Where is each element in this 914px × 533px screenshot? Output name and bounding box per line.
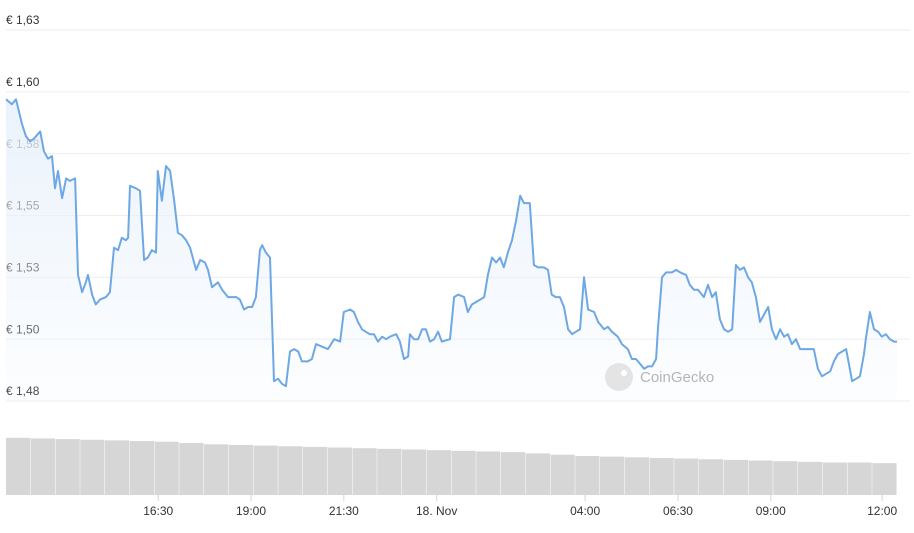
volume-bar <box>550 454 575 495</box>
volume-bar <box>6 437 31 495</box>
volume-bar <box>80 439 105 495</box>
x-tick-label: 21:30 <box>329 504 359 518</box>
volume-bar <box>154 441 179 495</box>
volume-bar <box>278 446 303 495</box>
x-tick-label: 16:30 <box>143 504 173 518</box>
volume-bar <box>253 445 278 495</box>
volume-bar <box>649 457 674 495</box>
volume-bar <box>179 443 204 495</box>
price-area <box>6 99 897 402</box>
volume-bar <box>204 444 229 495</box>
volume-bar <box>30 438 55 495</box>
x-tick-label: 18. Nov <box>416 504 457 518</box>
watermark: CoinGecko <box>605 363 714 391</box>
x-tick-label: 04:00 <box>570 504 600 518</box>
y-tick-label: € 1,63 <box>6 13 40 27</box>
price-line <box>5 98 897 388</box>
volume-bar <box>773 461 798 495</box>
volume-bar <box>377 448 402 495</box>
volume-bar <box>674 458 699 495</box>
volume-bar <box>699 459 724 495</box>
volume-bar <box>600 456 625 495</box>
volume-bar <box>129 441 154 495</box>
volume-bar <box>352 448 377 495</box>
volume-bar <box>624 457 649 495</box>
volume-bar <box>476 451 501 495</box>
x-tick-label: 06:30 <box>663 504 693 518</box>
volume-bar <box>872 463 897 495</box>
watermark-text: CoinGecko <box>640 369 714 386</box>
x-tick-label: 09:00 <box>756 504 786 518</box>
volume-bar <box>575 456 600 495</box>
volume-bar <box>525 453 550 495</box>
watermark-logo-eye <box>621 370 627 376</box>
volume-bar <box>822 462 847 495</box>
volume-bar <box>105 440 130 495</box>
volume-bar <box>451 450 476 495</box>
volume-bar <box>228 444 253 495</box>
volume-bar <box>798 461 823 495</box>
volume-bar <box>303 446 328 495</box>
volume-bar <box>402 449 427 495</box>
volume-bar <box>847 462 872 495</box>
x-tick-label: 12:00 <box>867 504 897 518</box>
x-tick-label: 19:00 <box>236 504 266 518</box>
volume-bar <box>426 450 451 495</box>
volume-bar <box>55 439 80 495</box>
volume-bar <box>501 452 526 495</box>
watermark-logo <box>605 363 633 391</box>
volume-bar <box>723 459 748 495</box>
volume-bar <box>327 447 352 495</box>
volume-bar <box>748 460 773 495</box>
y-tick-label: € 1,60 <box>6 75 40 89</box>
